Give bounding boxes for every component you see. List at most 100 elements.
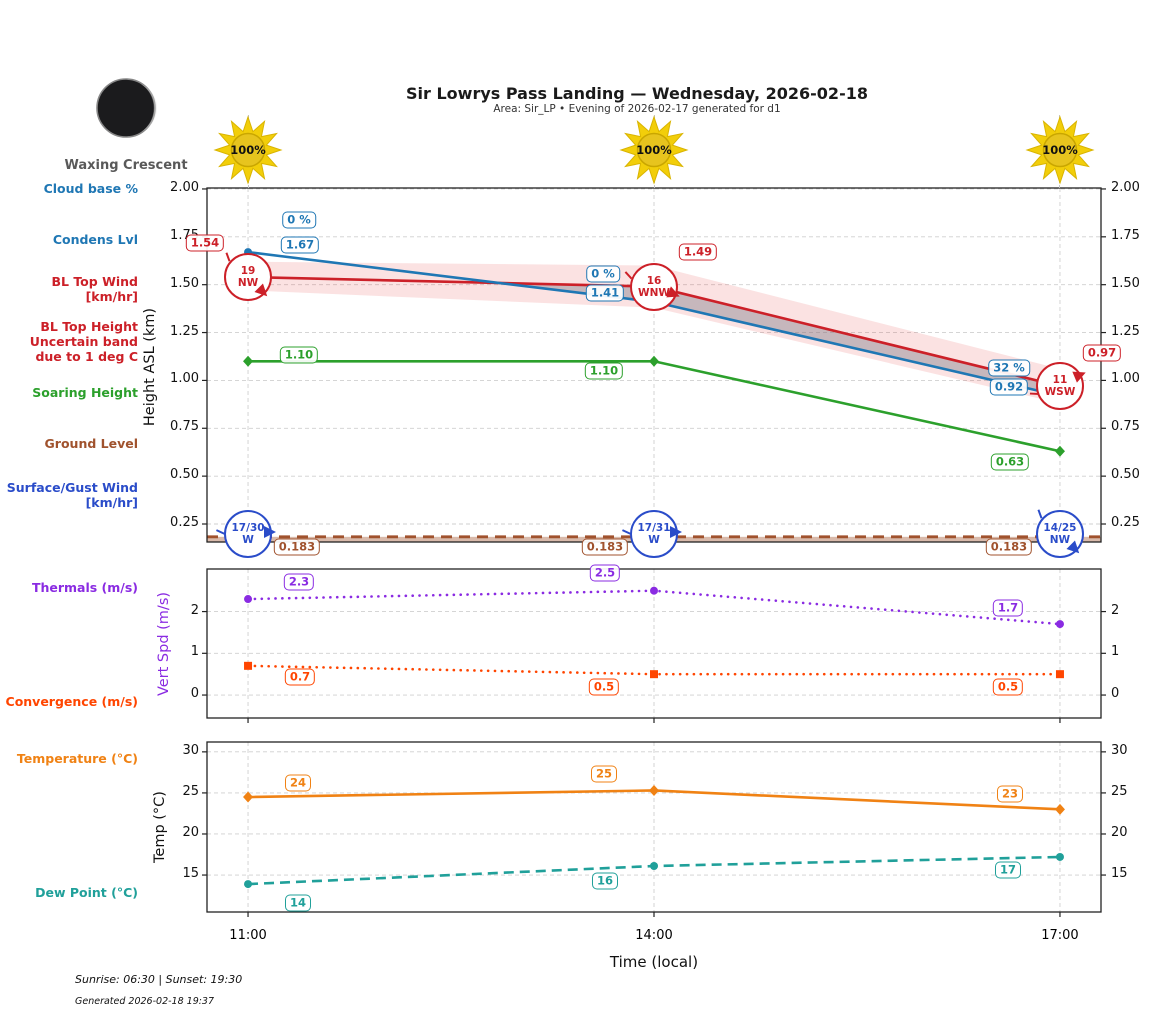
cloud-base-pct-label: 32 % bbox=[988, 359, 1030, 377]
legend-bl-top-wind: BL Top Wind [km/hr] bbox=[51, 274, 138, 304]
wind-dir: WSW bbox=[1044, 386, 1076, 399]
wind-speed: 19 bbox=[240, 265, 256, 278]
wind-direction-arrow bbox=[216, 510, 277, 554]
dew-point-value-label: 17 bbox=[994, 861, 1022, 879]
ground-level-value-label: 0.183 bbox=[581, 538, 629, 556]
wind-direction-arrow bbox=[621, 510, 682, 554]
soaring-height-value-label: 1.10 bbox=[584, 362, 624, 380]
wind-speed: 11 bbox=[1052, 374, 1068, 387]
temperature-plot bbox=[202, 741, 1106, 917]
convergence-value-label: 0.7 bbox=[284, 668, 316, 686]
temp-ytick-left: 25 bbox=[182, 783, 199, 799]
bl-top-wind-indicator: 16 WNW bbox=[624, 262, 683, 311]
wind-dir: NW bbox=[1049, 533, 1071, 546]
wind-dir: W bbox=[648, 533, 660, 546]
wind-speed: 14/25 bbox=[1043, 521, 1077, 534]
temp-ytick-right: 20 bbox=[1111, 824, 1128, 840]
height-ytick-left: 1.25 bbox=[170, 323, 199, 339]
height-ytick-left: 0.50 bbox=[170, 467, 199, 483]
bl-top-wind-indicator: 11 WSW bbox=[1029, 362, 1088, 411]
condens-lvl-value-label: 1.41 bbox=[585, 284, 625, 302]
surface-wind-indicator: 14/25 NW bbox=[1035, 509, 1084, 558]
height-ytick-right: 0.75 bbox=[1111, 419, 1140, 435]
sun-icon: 100% bbox=[1025, 115, 1095, 185]
ground-level-value-label: 0.183 bbox=[985, 538, 1033, 556]
height-ytick-left: 2.00 bbox=[170, 179, 199, 195]
height-ytick-left: 1.00 bbox=[170, 371, 199, 387]
temperature-value-label: 23 bbox=[996, 785, 1024, 803]
height-ytick-right: 1.00 bbox=[1111, 371, 1140, 387]
page-title: Sir Lowrys Pass Landing — Wednesday, 202… bbox=[406, 84, 868, 103]
convergence-value-label: 0.5 bbox=[588, 678, 620, 696]
legend-cloud-base: Cloud base % bbox=[43, 181, 138, 196]
convergence-value-label: 0.5 bbox=[992, 678, 1024, 696]
moon-phase-icon bbox=[96, 78, 157, 138]
sunrise-sunset-note: Sunrise: 06:30 | Sunset: 19:30 bbox=[75, 973, 243, 986]
height-asl-plot bbox=[202, 187, 1106, 547]
temp-ytick-left: 30 bbox=[182, 742, 199, 758]
dew-point-value-label: 14 bbox=[284, 894, 312, 912]
thermals-value-label: 1.7 bbox=[992, 599, 1024, 617]
surface-wind-indicator: 17/30 W bbox=[216, 509, 277, 558]
height-ytick-right: 1.75 bbox=[1111, 227, 1140, 243]
thermals-value-label: 2.3 bbox=[283, 573, 315, 591]
wind-speed: 17/31 bbox=[637, 521, 671, 534]
temperature-value-label: 24 bbox=[284, 774, 312, 792]
legend-thermals: Thermals (m/s) bbox=[31, 580, 138, 595]
vert-speed-plot bbox=[202, 568, 1106, 723]
height-ytick-right: 1.50 bbox=[1111, 275, 1140, 291]
legend-dew-point: Dew Point (°C) bbox=[35, 885, 138, 900]
sun-percent-label: 100% bbox=[230, 143, 266, 157]
surface-wind-indicator: 17/31 W bbox=[621, 509, 682, 558]
legend-convergence: Convergence (m/s) bbox=[5, 694, 138, 709]
condens-lvl-value-label: 1.67 bbox=[280, 236, 320, 254]
condens-lvl-value-label: 0.92 bbox=[989, 378, 1029, 396]
bl-top-height-value-label: 0.97 bbox=[1082, 344, 1122, 362]
temp-ytick-left: 20 bbox=[182, 824, 199, 840]
vertspd-ytick-left: 2 bbox=[190, 602, 199, 618]
legend-bl-top-height-band: BL Top Height Uncertain band due to 1 deg … bbox=[29, 319, 138, 364]
ground-level-value-label: 0.183 bbox=[273, 538, 321, 556]
temp-ytick-right: 25 bbox=[1111, 783, 1128, 799]
height-ytick-right: 0.25 bbox=[1111, 515, 1140, 530]
legend-surface-gust-wind: Surface/Gust Wind [km/hr] bbox=[6, 480, 138, 510]
temperature-value-label: 25 bbox=[590, 765, 618, 783]
wind-speed: 16 bbox=[646, 274, 662, 287]
height-ytick-right: 0.50 bbox=[1111, 467, 1140, 483]
bl-top-height-value-label: 1.49 bbox=[678, 243, 718, 261]
wind-speed: 17/30 bbox=[231, 521, 265, 534]
temp-ytick-right: 30 bbox=[1111, 742, 1128, 758]
wind-dir: W bbox=[242, 533, 254, 546]
time-tick-label: 14:00 bbox=[635, 928, 673, 943]
moon-phase-label: Waxing Crescent bbox=[64, 158, 188, 173]
soaring-height-value-label: 1.10 bbox=[279, 346, 319, 364]
dew-point-value-label: 16 bbox=[591, 872, 619, 890]
sun-percent-label: 100% bbox=[636, 143, 672, 157]
time-tick-label: 11:00 bbox=[229, 928, 267, 943]
vertspd-ytick-left: 1 bbox=[190, 644, 199, 660]
time-axis-title: Time (local) bbox=[609, 953, 699, 971]
soaring-height-value-label: 0.63 bbox=[990, 453, 1030, 471]
legend-ground-level: Ground Level bbox=[44, 436, 138, 451]
sun-icon: 100% bbox=[619, 115, 689, 185]
vertspd-ytick-right: 1 bbox=[1111, 644, 1120, 660]
wind-dir: NW bbox=[237, 277, 259, 290]
legend-soaring-height: Soaring Height bbox=[32, 385, 138, 400]
temp-ytick-right: 15 bbox=[1111, 866, 1128, 882]
height-ytick-left: 1.50 bbox=[170, 275, 199, 291]
cloud-base-pct-label: 0 % bbox=[586, 265, 620, 283]
bl-top-height-value-label: 1.54 bbox=[185, 234, 225, 252]
legend-condens-lvl: Condens Lvl bbox=[52, 232, 138, 247]
wind-dir: WNW bbox=[638, 286, 670, 299]
cloud-base-pct-label: 0 % bbox=[282, 211, 316, 229]
vertspd-ytick-right: 2 bbox=[1111, 602, 1120, 618]
height-ytick-right: 2.00 bbox=[1111, 179, 1140, 195]
height-ytick-left: 0.25 bbox=[170, 515, 199, 530]
bl-top-wind-indicator: 19 NW bbox=[224, 252, 273, 302]
vertspd-ytick-left: 0 bbox=[190, 686, 199, 702]
sun-percent-label: 100% bbox=[1042, 143, 1078, 157]
height-ytick-left: 0.75 bbox=[170, 419, 199, 435]
sun-icon: 100% bbox=[213, 115, 283, 185]
temp-ytick-left: 15 bbox=[182, 866, 199, 882]
